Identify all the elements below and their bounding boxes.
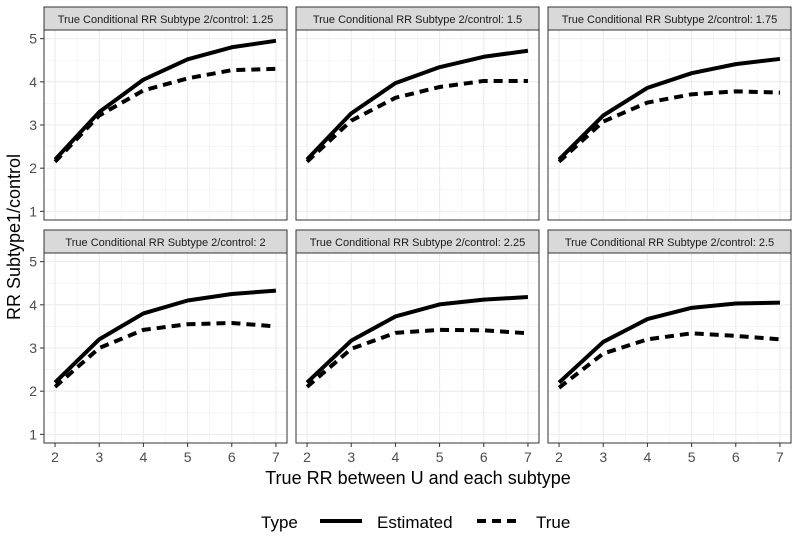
facet-strip-label: True Conditional RR Subtype 2/control: 2… — [310, 237, 525, 249]
y-tick-label: 2 — [29, 383, 37, 399]
series-line-estimated — [53, 288, 277, 384]
x-tick-label: 7 — [272, 449, 280, 465]
series-line-estimated — [557, 56, 781, 161]
x-tick-label: 4 — [644, 449, 652, 465]
panel-border — [295, 29, 540, 221]
x-tick-label: 2 — [555, 449, 563, 465]
facet-panel: True Conditional RR Subtype 2/control: 1… — [547, 6, 792, 221]
series-line-true — [305, 78, 528, 164]
x-tick-label: 5 — [688, 449, 696, 465]
panel-border — [547, 29, 792, 221]
y-axis-title: RR Subtype1/control — [4, 154, 24, 320]
legend-title: Type — [261, 513, 298, 532]
x-tick-label: 3 — [347, 449, 355, 465]
series-line-true — [557, 89, 781, 164]
legend-label-true: True — [536, 513, 570, 532]
facet-strip-label: True Conditional RR Subtype 2/control: 2 — [65, 237, 265, 249]
x-tick-label: 2 — [303, 449, 311, 465]
x-tick-label: 6 — [732, 449, 740, 465]
y-tick-label: 4 — [29, 297, 37, 313]
x-tick-label: 6 — [228, 449, 236, 465]
x-tick-label: 4 — [392, 449, 400, 465]
x-tick-label: 3 — [95, 449, 103, 465]
y-tick-label: 3 — [29, 340, 37, 356]
series-line-estimated — [305, 48, 529, 161]
x-tick-label: 7 — [776, 449, 784, 465]
facet-panels: True Conditional RR Subtype 2/control: 1… — [43, 6, 792, 444]
facet-panel: True Conditional RR Subtype 2/control: 2 — [43, 229, 288, 444]
x-tick-label: 7 — [524, 449, 532, 465]
panel-border — [295, 252, 540, 444]
legend: Type Estimated True — [261, 513, 570, 532]
panel-border — [547, 252, 792, 444]
facet-panel: True Conditional RR Subtype 2/control: 1… — [43, 6, 288, 221]
x-axis-title: True RR between U and each subtype — [265, 468, 571, 488]
series-line-true — [557, 331, 781, 390]
series-line-true — [53, 320, 277, 389]
y-tick-label: 5 — [29, 254, 37, 270]
y-tick-label: 3 — [29, 117, 37, 133]
facet-strip-label: True Conditional RR Subtype 2/control: 1… — [58, 14, 273, 26]
series-line-true — [53, 66, 277, 164]
x-tick-label: 6 — [480, 449, 488, 465]
y-tick-label: 1 — [29, 426, 37, 442]
legend-label-estimated: Estimated — [377, 513, 453, 532]
x-tick-label: 5 — [184, 449, 192, 465]
x-tick-label: 3 — [599, 449, 607, 465]
series-line-estimated — [53, 38, 277, 161]
x-tick-label: 2 — [51, 449, 59, 465]
y-tick-label: 2 — [29, 160, 37, 176]
series-line-true — [305, 327, 529, 389]
facet-strip-label: True Conditional RR Subtype 2/control: 2… — [565, 237, 774, 249]
series-line-estimated — [557, 300, 780, 385]
y-tick-label: 5 — [29, 31, 37, 47]
facet-panel: True Conditional RR Subtype 2/control: 1… — [295, 6, 540, 221]
x-tick-label: 4 — [140, 449, 148, 465]
facet-strip-label: True Conditional RR Subtype 2/control: 1… — [562, 14, 777, 26]
y-tick-label: 1 — [29, 203, 37, 219]
facet-panel: True Conditional RR Subtype 2/control: 2… — [295, 229, 540, 444]
y-tick-label: 4 — [29, 74, 37, 90]
facet-strip-label: True Conditional RR Subtype 2/control: 1… — [313, 14, 522, 26]
x-tick-label: 5 — [436, 449, 444, 465]
facet-panel: True Conditional RR Subtype 2/control: 2… — [547, 229, 792, 444]
series-line-estimated — [305, 295, 529, 385]
